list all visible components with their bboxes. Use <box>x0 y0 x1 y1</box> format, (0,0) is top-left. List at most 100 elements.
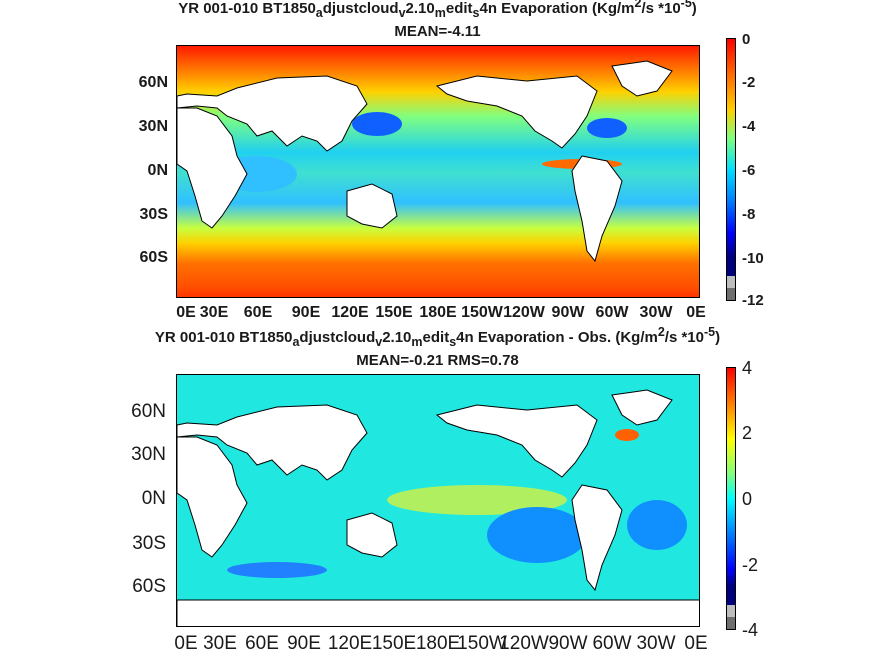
lon-label: 120W <box>499 633 549 654</box>
colorbar-tick: -4 <box>742 620 759 640</box>
southern-ocean-negative <box>227 562 327 578</box>
lon-label: 30W <box>639 304 673 321</box>
title-superscript: -5 <box>704 325 716 339</box>
panel1-evaporation-map <box>176 45 700 298</box>
north-america <box>435 404 598 478</box>
kuroshio-anomaly <box>352 112 402 136</box>
title-part: ) <box>715 329 721 346</box>
title-superscript: 2 <box>634 0 642 10</box>
lon-label: 60W <box>595 304 629 321</box>
lon-label: 180E <box>419 304 457 321</box>
lon-label: 60E <box>243 304 273 321</box>
lat-label: 60N <box>131 401 166 422</box>
lon-label: 120E <box>327 633 373 654</box>
panel2-stats: MEAN=-0.21 RMS=0.78 <box>356 352 519 369</box>
greenland <box>611 389 673 426</box>
title-part: 2.10 <box>405 0 435 17</box>
lon-label: 180E <box>415 633 461 654</box>
colorbar-tick: 0 <box>742 31 751 48</box>
colorbar-tick: -6 <box>742 162 756 179</box>
panel1-colorbar-svg <box>727 39 735 300</box>
lat-label: 30S <box>139 206 168 223</box>
eurasia <box>177 75 368 152</box>
title-part: YR 001-010 BT1850 <box>154 329 293 346</box>
lat-label: 30N <box>131 444 166 465</box>
south-pacific-negative <box>487 507 587 563</box>
lon-label: 30E <box>199 304 229 321</box>
eurasia <box>177 404 368 481</box>
panel2-map-svg <box>177 375 699 626</box>
lon-label: 150E <box>371 633 417 654</box>
lon-label: 90W <box>548 633 588 654</box>
australia <box>346 183 398 229</box>
lon-label: 30E <box>203 633 237 654</box>
panel2-colorbar <box>726 367 736 630</box>
lon-label: 90E <box>287 633 321 654</box>
colorbar-tick: -8 <box>742 206 756 223</box>
colorbar-tick: -4 <box>742 118 756 135</box>
panel2-difference-map <box>176 374 700 627</box>
panel1-stats: MEAN=-4.11 <box>394 23 481 40</box>
lon-label: 30W <box>636 633 676 654</box>
south-atlantic-negative <box>627 500 687 550</box>
title-part: ) <box>691 0 697 17</box>
lon-label: 0E <box>174 633 198 654</box>
colorbar-tick: -12 <box>742 292 764 309</box>
lon-label: 120W <box>503 304 545 321</box>
title-part: djustcloud <box>322 0 399 17</box>
colorbar-tick: -2 <box>742 555 759 575</box>
north-atlantic-positive <box>615 429 639 441</box>
greenland <box>611 60 673 97</box>
title-subscript: v <box>398 6 406 20</box>
lat-label: 0N <box>147 162 168 179</box>
panel1-map-svg <box>177 46 699 297</box>
lon-label: 60W <box>592 633 632 654</box>
title-part: djustcloud <box>299 329 376 346</box>
title-subscript: s <box>449 335 457 349</box>
lon-label: 150W <box>461 304 503 321</box>
title-part: 4n Evaporation - Obs. (Kg/m <box>456 329 658 346</box>
lon-label: 90W <box>551 304 585 321</box>
lon-label: 0E <box>684 633 708 654</box>
title-part: 4n Evaporation (Kg/m <box>479 0 635 17</box>
title-part: edit <box>422 329 450 346</box>
title-subscript: s <box>472 6 480 20</box>
title-part: /s *10 <box>641 0 681 17</box>
title-part: 2.10 <box>382 329 412 346</box>
title-subscript: m <box>434 6 446 20</box>
lat-label: 30N <box>138 118 168 135</box>
south-america <box>571 484 623 592</box>
colorbar-tick: -10 <box>742 250 764 267</box>
continents <box>177 389 699 626</box>
north-america <box>435 75 598 149</box>
title-superscript: 2 <box>657 325 665 339</box>
title-subscript: m <box>411 335 423 349</box>
pacific-positive-band <box>387 485 567 515</box>
gulf-stream-anomaly <box>587 118 627 138</box>
lon-label: 60E <box>245 633 279 654</box>
colorbar-tick: 0 <box>742 489 753 509</box>
south-america <box>571 155 623 263</box>
colorbar-tick: 4 <box>742 358 753 378</box>
title-subscript: a <box>292 335 300 349</box>
colorbar-tick: -2 <box>742 74 756 91</box>
africa <box>177 107 248 229</box>
title-part: edit <box>445 0 473 17</box>
title-part: /s *10 <box>664 329 704 346</box>
panel1-colorbar <box>726 38 736 301</box>
lon-label: 150E <box>375 304 413 321</box>
lat-label: 60N <box>138 74 168 91</box>
lon-label: 0E <box>686 304 706 321</box>
panel2-title: YR 001-010 BT1850adjustcloudv2.10medits4… <box>0 323 875 351</box>
lat-label: 60S <box>139 249 168 266</box>
lat-label: 0N <box>141 488 166 509</box>
title-subscript: v <box>375 335 383 349</box>
lat-label: 30S <box>132 533 166 554</box>
continents <box>177 60 673 263</box>
colorbar-tick: 2 <box>742 423 753 443</box>
australia <box>346 512 398 558</box>
lon-label: 0E <box>176 304 196 321</box>
lon-label: 90E <box>291 304 321 321</box>
antarctica <box>177 599 699 626</box>
title-subscript: a <box>315 6 323 20</box>
